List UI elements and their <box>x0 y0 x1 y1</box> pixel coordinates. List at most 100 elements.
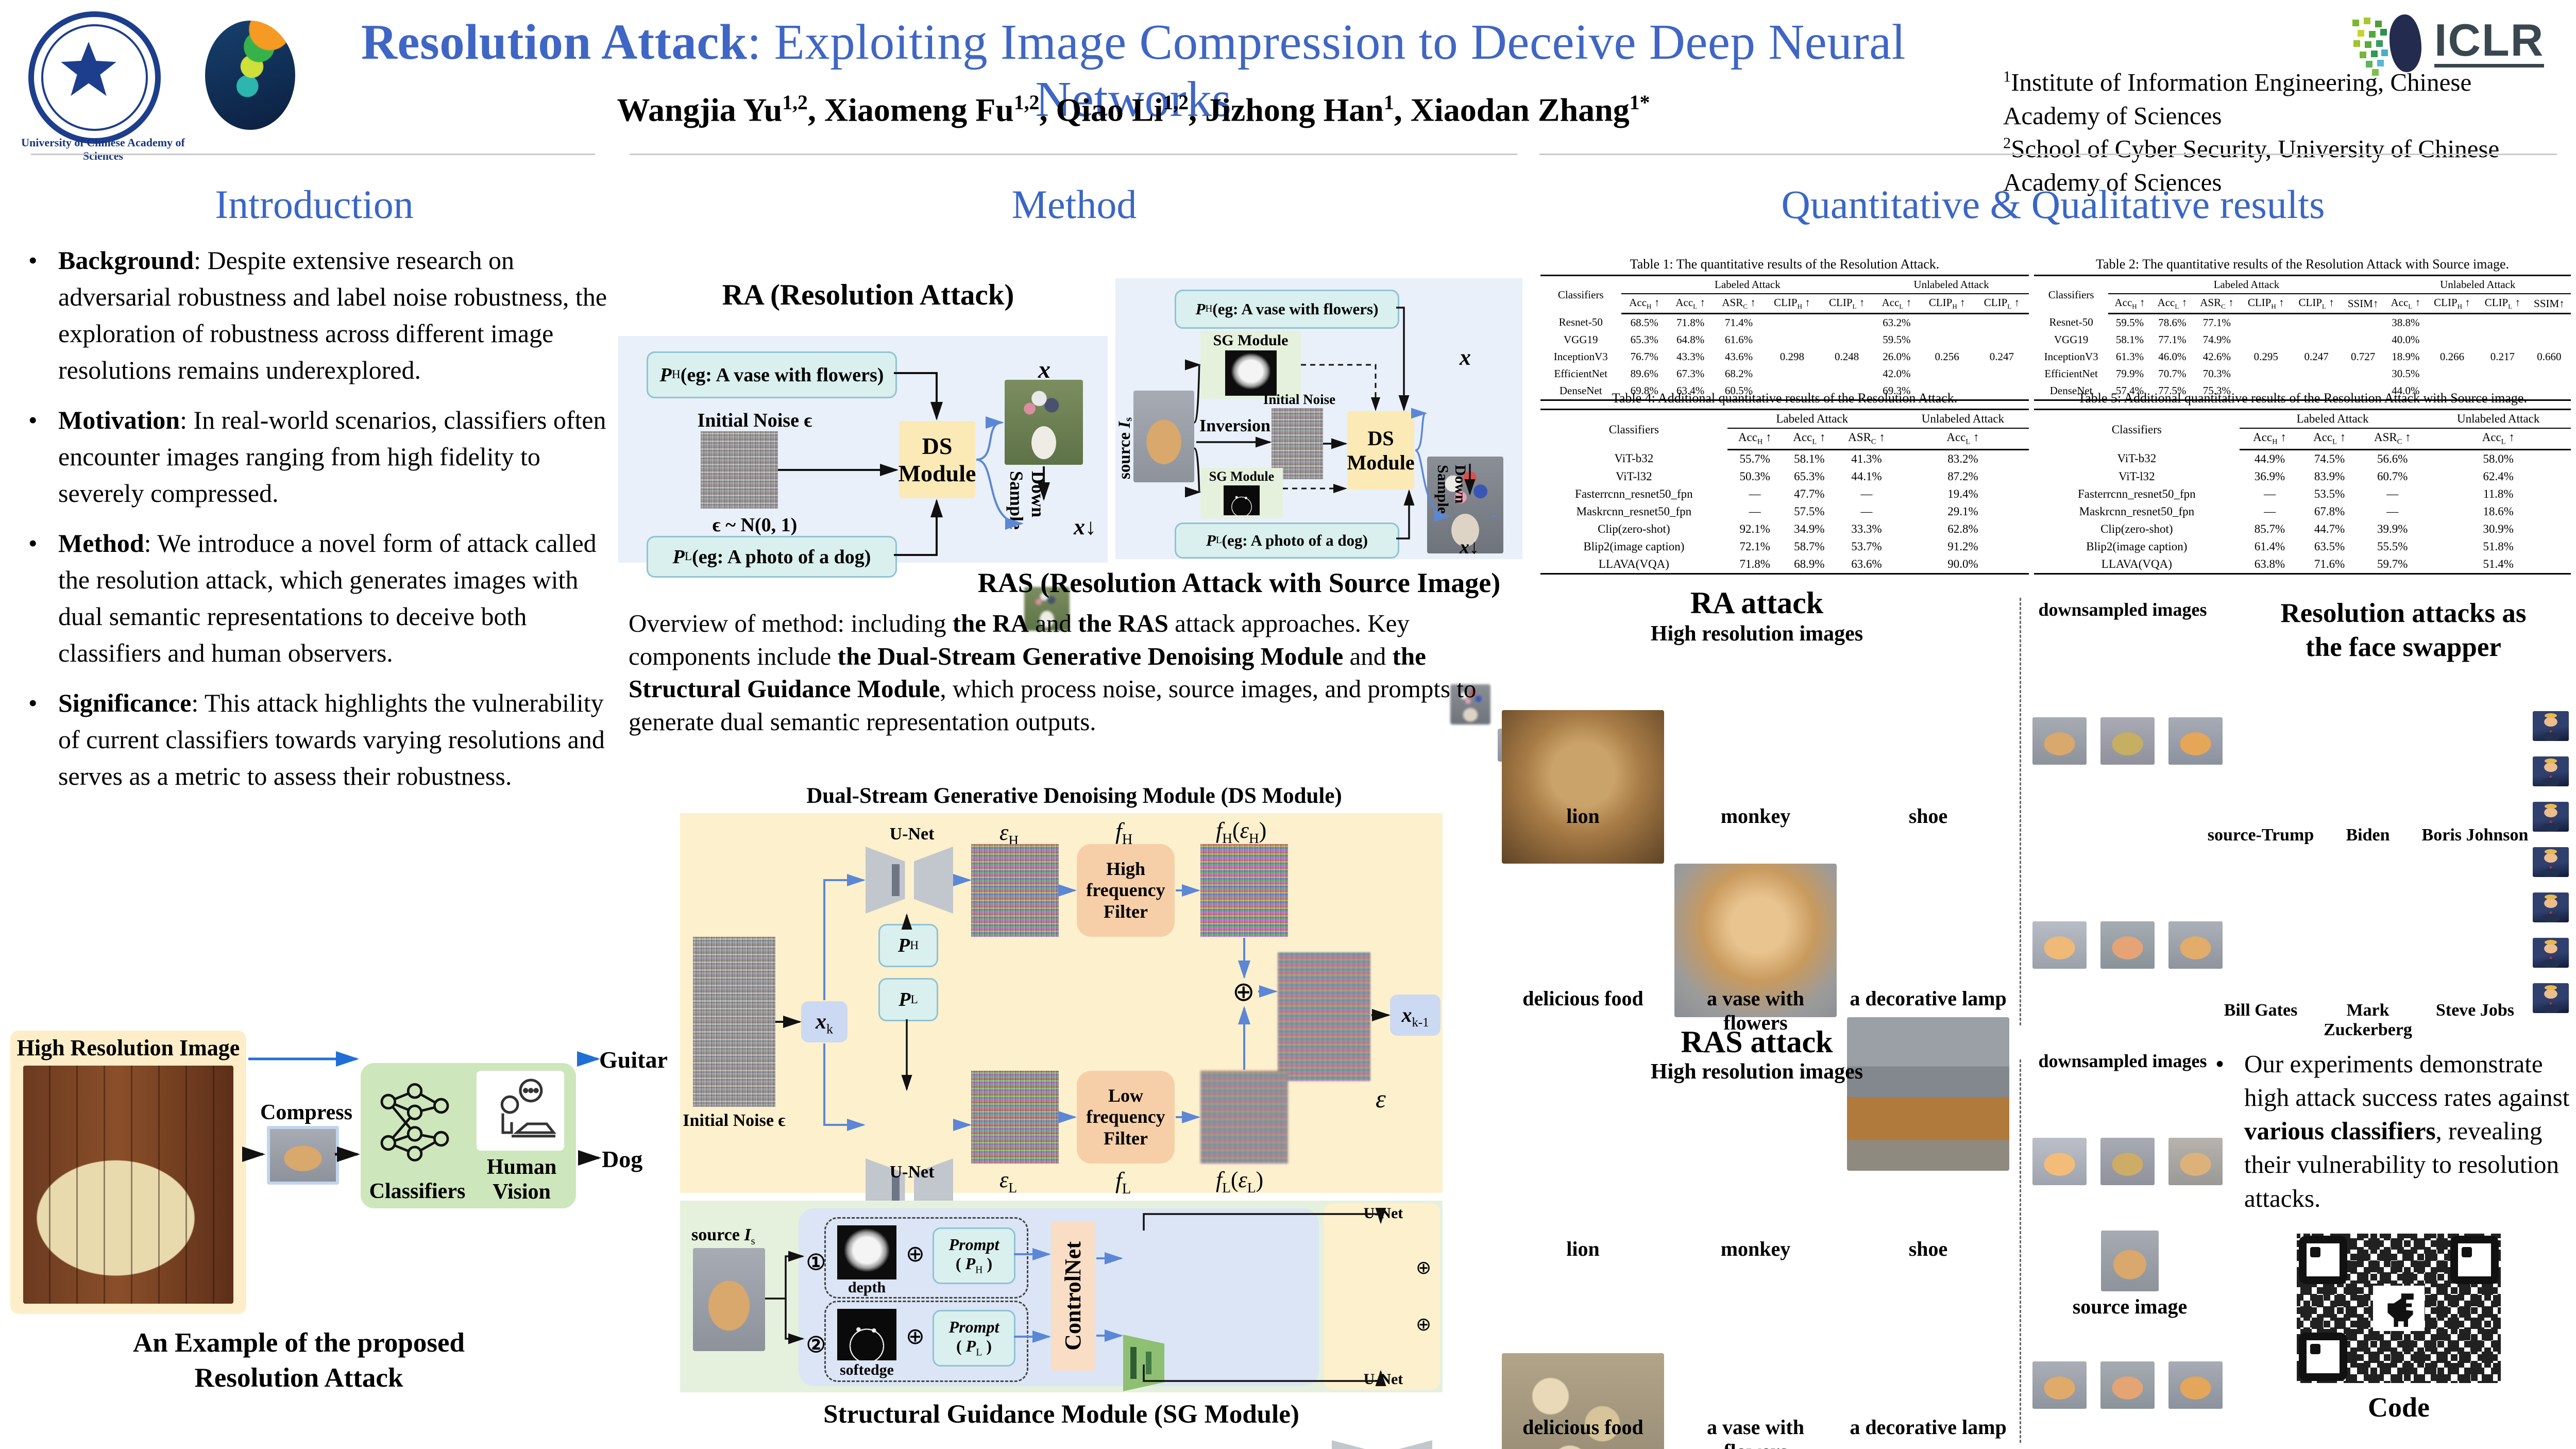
text-segment: the Structural Guidance Module <box>629 642 1426 703</box>
ds-fH-label: fH <box>1115 817 1132 848</box>
sg-oplus-top-icon: ⊕ <box>906 1241 925 1267</box>
bullet-text: Method: We introduce a novel form of att… <box>58 525 611 671</box>
table-col-header: AccL ↑ <box>2151 294 2194 315</box>
table-value-cell: 72.1% <box>1739 540 1770 553</box>
table-classifier-cell: DenseNet <box>2049 384 2093 397</box>
table-value-cell: 65.3% <box>1630 333 1658 346</box>
sg-module-panel: source Is ① depth ⊕ Prompt ( PH ) ② soft… <box>680 1201 1443 1392</box>
table-value-cell: 70.7% <box>2158 367 2187 380</box>
intro-bullet-significance: • Significance: This attack highlights t… <box>28 685 611 795</box>
text-segment: I <box>744 1225 751 1244</box>
compressed-dog-image <box>267 1126 339 1185</box>
text-segment: source <box>691 1225 744 1244</box>
text-segment: , Qiao Li <box>1039 91 1163 128</box>
iclr-pixelface-icon <box>2349 14 2427 76</box>
text-segment: L <box>1215 535 1222 546</box>
table-value-cell: 60.7% <box>2377 469 2408 483</box>
results-table: Classifiers Labeled Attack Unlabeled Attac… <box>2034 275 2571 401</box>
table-col-header: SSIM↑ <box>2341 294 2385 315</box>
table-value-cell: — <box>1749 487 1761 500</box>
example-arrows <box>242 1051 601 1166</box>
table-group-header: Unlabeled Attack <box>2384 275 2571 294</box>
text-segment: x <box>1038 356 1050 383</box>
table-value-cell: 62.4% <box>2483 469 2514 483</box>
sg-module-label: SG Module <box>1209 469 1275 484</box>
ra-attack-heading: RA attack <box>1690 586 1824 620</box>
text-segment: H <box>910 938 919 952</box>
table-header: Classifiers <box>1557 288 1604 301</box>
softedge-image <box>1224 485 1260 515</box>
ras-downsampled-thumb <box>2100 1361 2155 1409</box>
bullet-lead: Method <box>58 529 144 558</box>
intro-bullet-method: • Method: We introduce a novel form of a… <box>28 525 611 671</box>
table-value-cell <box>2342 314 2385 332</box>
face-label-steve-jobs: Steve Jobs <box>2435 1001 2515 1020</box>
table-value-cell: 51.8% <box>2483 540 2514 553</box>
table-value-cell: 34.9% <box>1794 522 1825 535</box>
table-value-cell <box>1765 314 1820 332</box>
table-4: Classifiers Labeled Attack Unlabeled Attac… <box>1540 409 2029 575</box>
table-4-caption: Table 4: Additional quantitative results… <box>1612 391 1958 406</box>
table-value-cell <box>1975 314 2029 332</box>
table-col-header: CLIPH ↑ <box>1764 294 1820 315</box>
table-value-cell: 60.5% <box>1724 384 1753 397</box>
iclr-logo: ICLR <box>2434 16 2545 68</box>
text-segment: ε <box>999 1167 1009 1192</box>
ra-arrows <box>778 372 1050 556</box>
table-group-header: Unlabeled Attack <box>1874 275 2029 294</box>
bullet-body: : We introduce a novel form of attack ca… <box>58 529 597 667</box>
ds-epsL-label: εL <box>999 1167 1017 1196</box>
table-row: VGG19 58.1% 77.1% 74.9% 40.0% <box>2034 331 2571 348</box>
text-segment: attack approaches. Key components includ… <box>629 609 1410 670</box>
table-classifier-cell: ViT-b32 <box>1614 451 1654 465</box>
table-col-header: AccH ↑ <box>1727 428 1783 450</box>
table-row: Fasterrcnn_resnet50_fpn — 53.5% — 11.8% <box>2034 485 2571 503</box>
table-value-cell: 65.3% <box>1794 469 1825 483</box>
qr-caption: Code <box>2368 1392 2430 1423</box>
bullet-lead: Motivation <box>58 406 180 434</box>
iclr-face-blob <box>2389 14 2421 72</box>
text-segment: the RAS <box>1078 609 1168 637</box>
ra-output-x-image <box>1005 380 1083 465</box>
table-4-block: Table 4: Additional quantitative results… <box>1540 391 2029 575</box>
sg-oplus-bottom-icon: ⊕ <box>906 1324 925 1349</box>
table-classifier-cell: VGG19 <box>2054 333 2089 346</box>
ra-downsampled-thumb <box>2100 717 2155 765</box>
table-value-cell: 64.8% <box>1676 333 1705 346</box>
table-header: Classifiers <box>2048 288 2094 301</box>
text-segment: 1,2 <box>1013 91 1040 114</box>
table-col-header: ASRC ↑ <box>1836 428 1897 450</box>
sg-softedge-image <box>837 1309 896 1360</box>
text-segment: (eg: A vase with flowers) <box>1212 300 1379 318</box>
text-segment: f <box>1216 1167 1223 1192</box>
ds-fHeH-image <box>1200 844 1288 937</box>
bullet-body: : This attack highlights the vulnerabili… <box>58 688 605 790</box>
text-segment: x <box>1460 536 1469 558</box>
text-segment: (eg: A photo of a dog) <box>692 546 871 568</box>
table-col-header: CLIPH ↑ <box>2240 294 2292 315</box>
table-col-header: CLIPL ↑ <box>1820 294 1874 315</box>
table-value-cell: 67.3% <box>1676 367 1705 380</box>
classifiers-label: Classifiers <box>369 1180 466 1203</box>
high-res-image-card: High Resolution Image <box>10 1031 246 1314</box>
method-overview: Overview of method: including the RA and… <box>629 607 1520 738</box>
table-group-header: Labeled Attack <box>2239 409 2426 429</box>
unet-bottom-icon <box>866 1158 953 1225</box>
table-classifier-cell: LLAVA(VQA) <box>2101 557 2172 570</box>
table-value-cell: 19.4% <box>1947 487 1978 500</box>
table-value-cell: 89.6% <box>1630 367 1658 380</box>
table-value-cell: 0.256 <box>1935 350 1959 363</box>
table-classifier-cell: Blip2(image caption) <box>2086 540 2188 553</box>
ds-epsH-image <box>971 844 1059 937</box>
table-value-cell: 55.5% <box>2377 540 2408 553</box>
ras-caption: RAS (Resolution Attack with Source Image… <box>977 567 1501 598</box>
bullet-icon: • <box>28 688 38 717</box>
sg-softedge-dashbox <box>824 1301 1028 1382</box>
intro-heading: Introduction <box>215 182 414 227</box>
table-2: Classifiers Labeled Attack Unlabeled Attac… <box>2034 275 2571 401</box>
qr-finder-icon <box>2450 1236 2499 1284</box>
text-segment: P <box>659 364 672 386</box>
